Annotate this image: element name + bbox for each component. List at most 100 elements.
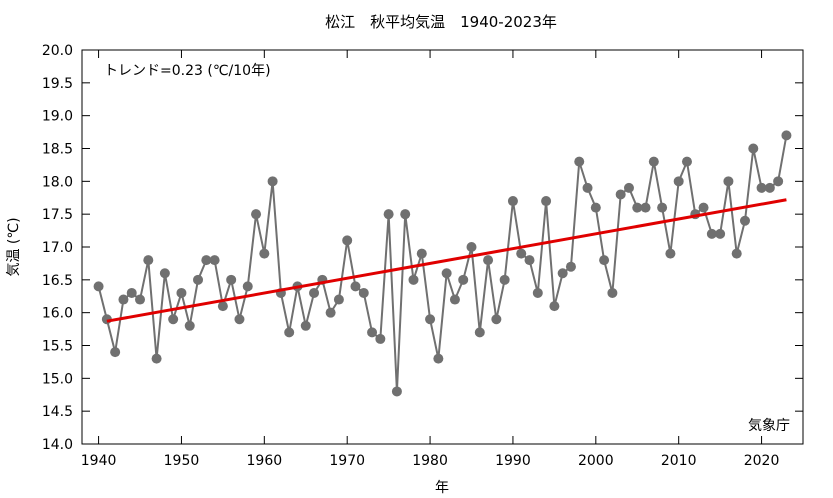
data-point bbox=[739, 215, 750, 226]
data-point bbox=[499, 274, 510, 285]
data-point bbox=[375, 333, 386, 344]
data-point bbox=[632, 202, 643, 213]
data-point bbox=[234, 314, 245, 325]
data-point bbox=[681, 156, 692, 167]
data-point bbox=[251, 209, 262, 220]
data-point bbox=[333, 294, 344, 305]
data-point bbox=[126, 287, 137, 298]
data-point bbox=[648, 156, 659, 167]
data-point bbox=[557, 268, 568, 279]
data-point bbox=[201, 255, 212, 266]
data-point bbox=[723, 176, 734, 187]
y-tick-label: 18.0 bbox=[42, 174, 73, 190]
x-axis-title: 年 bbox=[435, 480, 449, 496]
data-point bbox=[433, 353, 444, 364]
data-point bbox=[226, 274, 237, 285]
data-point bbox=[673, 176, 684, 187]
x-tick-label: 1950 bbox=[164, 453, 200, 469]
data-point bbox=[168, 314, 179, 325]
data-point bbox=[367, 327, 378, 338]
x-tick-label: 1980 bbox=[412, 453, 448, 469]
data-point bbox=[400, 209, 411, 220]
series-line bbox=[97, 135, 788, 392]
data-point bbox=[474, 327, 485, 338]
y-tick-label: 14.0 bbox=[42, 437, 73, 453]
y-tick-label: 16.0 bbox=[42, 306, 73, 322]
data-point bbox=[764, 182, 775, 193]
data-point bbox=[151, 353, 162, 364]
x-axis: 1940 1950 1960 1970 1980 1990 2000 2010 2020 bbox=[81, 50, 779, 469]
chart-title: 松江 秋平均気温 1940-2023年 bbox=[325, 13, 557, 31]
data-point bbox=[657, 202, 668, 213]
data-point bbox=[698, 202, 709, 213]
data-point bbox=[773, 176, 784, 187]
data-point bbox=[383, 209, 394, 220]
data-point bbox=[756, 182, 767, 193]
data-point bbox=[516, 248, 527, 259]
data-point bbox=[491, 314, 502, 325]
data-point bbox=[574, 156, 585, 167]
data-point bbox=[748, 143, 759, 154]
series-layer bbox=[93, 130, 792, 397]
data-point bbox=[350, 281, 361, 292]
data-point bbox=[524, 255, 535, 266]
y-axis-title: 気温 (℃) bbox=[6, 217, 22, 276]
data-point bbox=[665, 248, 676, 259]
data-point bbox=[731, 248, 742, 259]
trend-annotation: トレンド=0.23 (℃/10年) bbox=[104, 63, 271, 79]
data-point bbox=[110, 347, 121, 358]
data-point bbox=[416, 248, 427, 259]
y-axis: 14.0 14.5 15.0 15.5 16.0 16.5 17.0 17.5 18.0 18.5… bbox=[42, 43, 803, 453]
data-point bbox=[217, 301, 228, 312]
data-point bbox=[135, 294, 146, 305]
data-point bbox=[184, 320, 195, 331]
data-point bbox=[425, 314, 436, 325]
data-point bbox=[391, 386, 402, 397]
y-tick-label: 17.5 bbox=[42, 207, 73, 223]
x-tick-label: 1990 bbox=[495, 453, 531, 469]
y-tick-label: 16.5 bbox=[42, 273, 73, 289]
data-point bbox=[159, 268, 170, 279]
data-point bbox=[358, 287, 369, 298]
data-point bbox=[623, 182, 634, 193]
plot-frame bbox=[81, 49, 804, 445]
data-point bbox=[300, 320, 311, 331]
data-point bbox=[466, 242, 477, 252]
data-point bbox=[507, 196, 518, 207]
data-point bbox=[781, 130, 792, 141]
data-point bbox=[590, 202, 601, 213]
data-point bbox=[118, 294, 129, 305]
data-point bbox=[193, 274, 204, 285]
y-tick-label: 17.0 bbox=[42, 240, 73, 256]
y-tick-label: 15.5 bbox=[42, 339, 73, 355]
data-point bbox=[541, 196, 552, 207]
data-point bbox=[143, 255, 154, 266]
data-point bbox=[284, 327, 295, 338]
data-point bbox=[259, 248, 270, 259]
data-point bbox=[615, 189, 626, 200]
trend-line bbox=[106, 198, 787, 323]
y-tick-label: 18.5 bbox=[42, 142, 73, 158]
trend-layer bbox=[106, 198, 787, 323]
data-point bbox=[715, 228, 726, 239]
data-point bbox=[582, 182, 593, 193]
data-point bbox=[325, 307, 336, 318]
data-point bbox=[441, 268, 452, 279]
data-point bbox=[309, 287, 320, 298]
data-point bbox=[532, 287, 543, 298]
data-point bbox=[242, 281, 253, 292]
data-point bbox=[176, 287, 187, 298]
x-tick-label: 1960 bbox=[247, 453, 283, 469]
source-label: 気象庁 bbox=[748, 418, 790, 434]
data-point bbox=[342, 235, 353, 246]
data-point bbox=[706, 228, 717, 239]
data-point bbox=[549, 301, 560, 312]
data-point bbox=[267, 176, 278, 187]
data-point bbox=[599, 255, 610, 266]
x-tick-label: 1970 bbox=[329, 453, 365, 469]
data-point bbox=[565, 261, 576, 272]
y-tick-label: 19.0 bbox=[42, 109, 73, 125]
data-point bbox=[93, 281, 104, 292]
data-point bbox=[607, 287, 618, 298]
